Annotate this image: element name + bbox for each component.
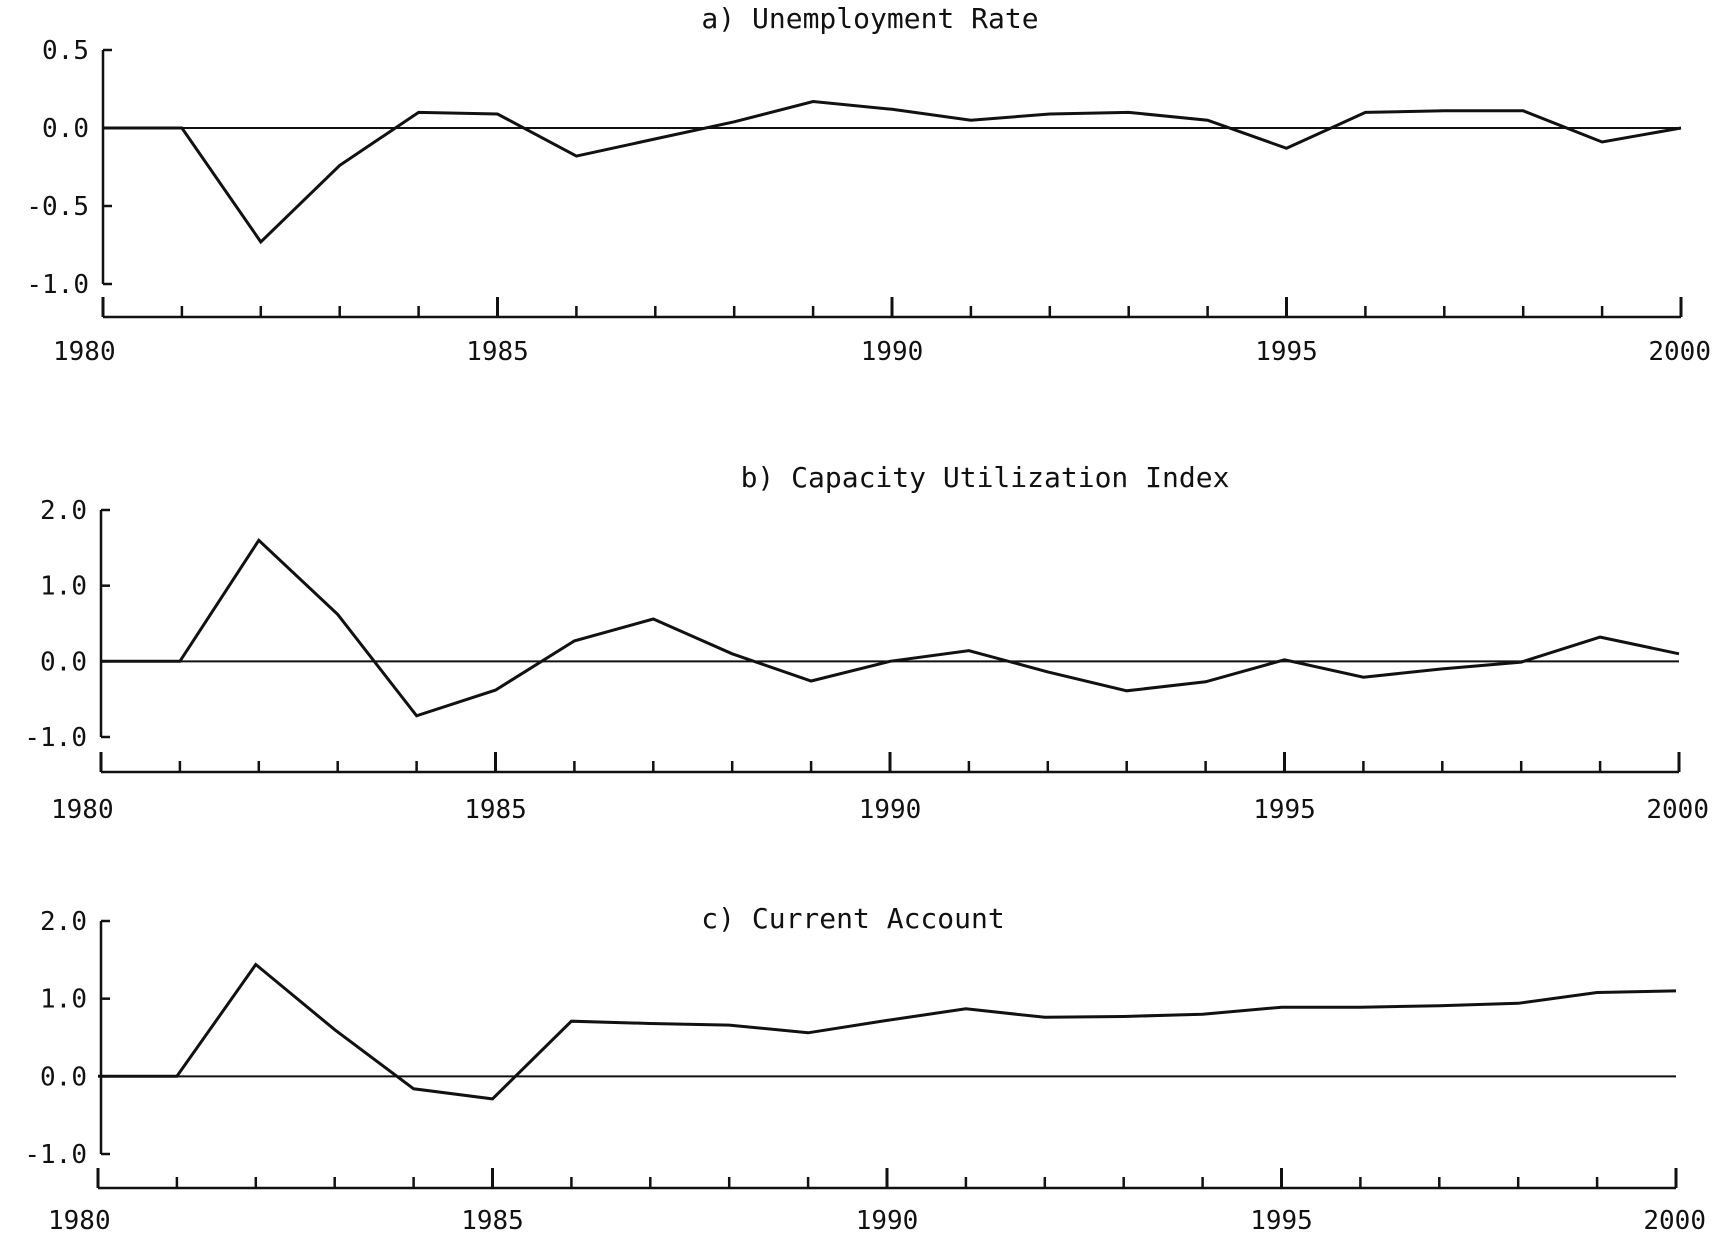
x-tick-label: 2000 [1646, 795, 1709, 825]
x-tick-label: 1980 [53, 337, 116, 367]
x-tick-label: 2000 [1643, 1206, 1706, 1236]
x-tick-label: 1990 [861, 337, 924, 367]
x-tick-label: 1985 [461, 1206, 524, 1236]
chart-title: c) Current Account [701, 902, 1004, 935]
chart-title: b) Capacity Utilization Index [741, 461, 1230, 494]
x-tick-label: 1985 [466, 337, 529, 367]
chart-panel: b) Capacity Utilization Index 2.0 1.0 0.0 -1… [24, 461, 1709, 825]
x-tick-label: 1995 [1253, 795, 1316, 825]
y-tick-label: 2.0 [40, 496, 87, 526]
x-tick-label: 1990 [856, 1206, 919, 1236]
x-tick-label: 1995 [1250, 1206, 1313, 1236]
y-tick-label: 0.5 [42, 36, 89, 66]
series-line [98, 962, 1677, 1101]
series-line [101, 537, 1680, 718]
chart-panel: a) Unemployment Rate 0.5 0.0 -0.5 -1.0 1980 19… [26, 2, 1711, 367]
x-tick-label: 1980 [51, 795, 114, 825]
series-line [103, 99, 1682, 245]
y-tick-label: 0.0 [40, 647, 87, 677]
chart-title: a) Unemployment Rate [701, 2, 1038, 35]
y-tick-label: 0.0 [42, 114, 89, 144]
y-tick-label: -1.0 [26, 270, 89, 300]
y-tick-label: 0.0 [40, 1062, 87, 1092]
x-tick-label: 1985 [464, 795, 527, 825]
chart-panel: c) Current Account 2.0 1.0 0.0 -1.0 1980 1985 1… [24, 902, 1706, 1236]
y-tick-label: -1.0 [24, 1140, 87, 1170]
y-tick-label: 1.0 [40, 985, 87, 1015]
y-tick-label: -1.0 [24, 723, 87, 753]
x-tick-label: 2000 [1648, 337, 1711, 367]
y-tick-label: -0.5 [26, 192, 89, 222]
y-tick-label: 2.0 [40, 907, 87, 937]
y-tick-label: 1.0 [40, 572, 87, 602]
x-tick-label: 1980 [48, 1206, 111, 1236]
x-tick-label: 1990 [859, 795, 922, 825]
x-tick-label: 1995 [1255, 337, 1318, 367]
